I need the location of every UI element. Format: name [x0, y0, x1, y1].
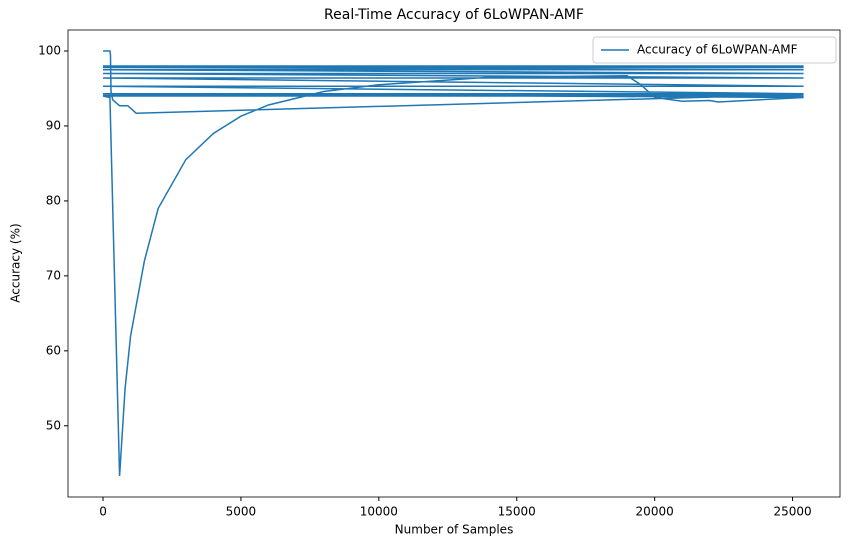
x-tick-label: 5000	[226, 505, 257, 519]
y-tick-label: 100	[38, 43, 61, 57]
chart-title: Real-Time Accuracy of 6LoWPAN-AMF	[324, 7, 584, 23]
y-axis-label: Accuracy (%)	[9, 223, 23, 302]
data-line	[102, 50, 804, 477]
x-tick-label: 15000	[498, 505, 536, 519]
y-tick-label: 70	[46, 268, 61, 282]
y-tick-label: 90	[46, 118, 61, 132]
legend-box	[592, 36, 837, 64]
x-tick-label: 25000	[773, 505, 811, 519]
y-tick-label: 50	[46, 418, 61, 432]
legend-label: Accuracy of 6LoWPAN-AMF	[637, 43, 798, 57]
x-axis-label: Number of Samples	[395, 523, 514, 537]
y-tick-label: 80	[46, 193, 61, 207]
plot-frame	[67, 29, 841, 498]
y-tick-label: 60	[46, 343, 61, 357]
x-tick-label: 0	[99, 505, 107, 519]
x-tick-label: 20000	[636, 505, 674, 519]
x-tick-label: 10000	[360, 505, 398, 519]
